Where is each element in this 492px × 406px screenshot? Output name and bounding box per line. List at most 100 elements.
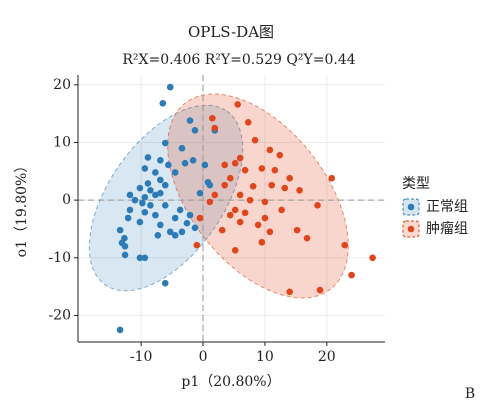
- confidence-ellipse: [167, 93, 349, 299]
- point: [221, 161, 228, 169]
- point: [261, 214, 269, 222]
- point: [286, 174, 293, 182]
- point: [316, 286, 324, 294]
- point: [348, 271, 355, 279]
- plot-area: [78, 75, 385, 342]
- point: [221, 181, 228, 189]
- point: [244, 118, 252, 126]
- point: [141, 193, 149, 201]
- point: [258, 238, 266, 246]
- point: [183, 219, 191, 227]
- y-tick-label: 10: [53, 134, 71, 150]
- point: [191, 127, 199, 134]
- point: [176, 206, 184, 214]
- point: [147, 187, 154, 194]
- point: [157, 189, 164, 197]
- point: [328, 174, 336, 182]
- point: [231, 159, 239, 167]
- point: [254, 221, 262, 229]
- point: [209, 114, 216, 122]
- point: [196, 214, 204, 222]
- point: [278, 206, 285, 214]
- point: [369, 254, 376, 262]
- point: [201, 161, 209, 169]
- point: [116, 226, 124, 234]
- point: [147, 202, 154, 209]
- chart-subtitle: R²X=0.406 R²Y=0.529 Q²Y=0.44: [122, 52, 355, 68]
- point: [116, 326, 124, 334]
- point: [234, 101, 241, 108]
- point: [161, 181, 169, 189]
- x-tick-label: -10: [130, 349, 153, 365]
- point: [236, 191, 244, 199]
- point: [171, 214, 179, 222]
- point: [226, 211, 234, 219]
- legend-label: 正常组: [426, 199, 468, 215]
- point: [211, 124, 219, 132]
- point: [136, 218, 144, 226]
- point: [186, 117, 194, 124]
- x-tick-label: 0: [199, 349, 208, 365]
- x-tick-label: 20: [318, 349, 336, 365]
- point: [296, 187, 303, 194]
- panel-label: B: [465, 386, 475, 402]
- point: [161, 139, 169, 147]
- point: [204, 178, 212, 186]
- point: [236, 154, 244, 162]
- point: [261, 198, 269, 206]
- point: [171, 232, 179, 239]
- point: [181, 159, 189, 167]
- point: [154, 232, 162, 239]
- point: [191, 224, 199, 232]
- legend-label: 肿瘤组: [426, 220, 468, 237]
- point: [258, 165, 266, 172]
- point: [141, 165, 149, 172]
- point: [152, 211, 159, 219]
- y-tick-label: 0: [62, 192, 71, 208]
- y-axis-label: o1（19.80%）: [14, 159, 30, 258]
- point: [251, 136, 259, 144]
- point: [281, 184, 289, 192]
- point: [136, 184, 144, 192]
- point: [161, 279, 169, 287]
- point: [126, 206, 134, 214]
- point: [141, 254, 149, 262]
- point: [286, 288, 293, 296]
- point: [266, 228, 274, 236]
- point: [276, 151, 284, 159]
- x-axis-label: p1（20.80%）: [181, 374, 280, 390]
- point: [131, 196, 139, 204]
- point: [144, 154, 152, 161]
- point: [166, 83, 174, 91]
- point: [165, 161, 172, 169]
- legend-marker: [407, 225, 415, 233]
- y-tick-label: -20: [48, 307, 71, 323]
- point: [246, 196, 254, 204]
- point: [268, 181, 276, 189]
- point: [157, 221, 164, 229]
- point: [121, 251, 129, 259]
- point: [226, 174, 234, 182]
- point: [241, 166, 249, 174]
- x-tick-label: 10: [256, 349, 274, 365]
- legend-marker: [407, 203, 415, 211]
- point: [271, 166, 279, 174]
- point: [144, 180, 152, 187]
- point: [152, 191, 159, 199]
- point: [171, 169, 179, 176]
- point: [196, 189, 204, 197]
- point: [218, 226, 226, 234]
- point: [152, 169, 159, 176]
- point: [314, 202, 321, 209]
- point: [178, 228, 186, 236]
- point: [236, 218, 244, 226]
- point: [193, 241, 201, 249]
- point: [124, 214, 132, 222]
- point: [241, 209, 249, 217]
- point: [249, 182, 257, 190]
- point: [136, 254, 144, 262]
- point: [293, 226, 301, 234]
- point: [161, 202, 169, 209]
- point: [121, 242, 129, 250]
